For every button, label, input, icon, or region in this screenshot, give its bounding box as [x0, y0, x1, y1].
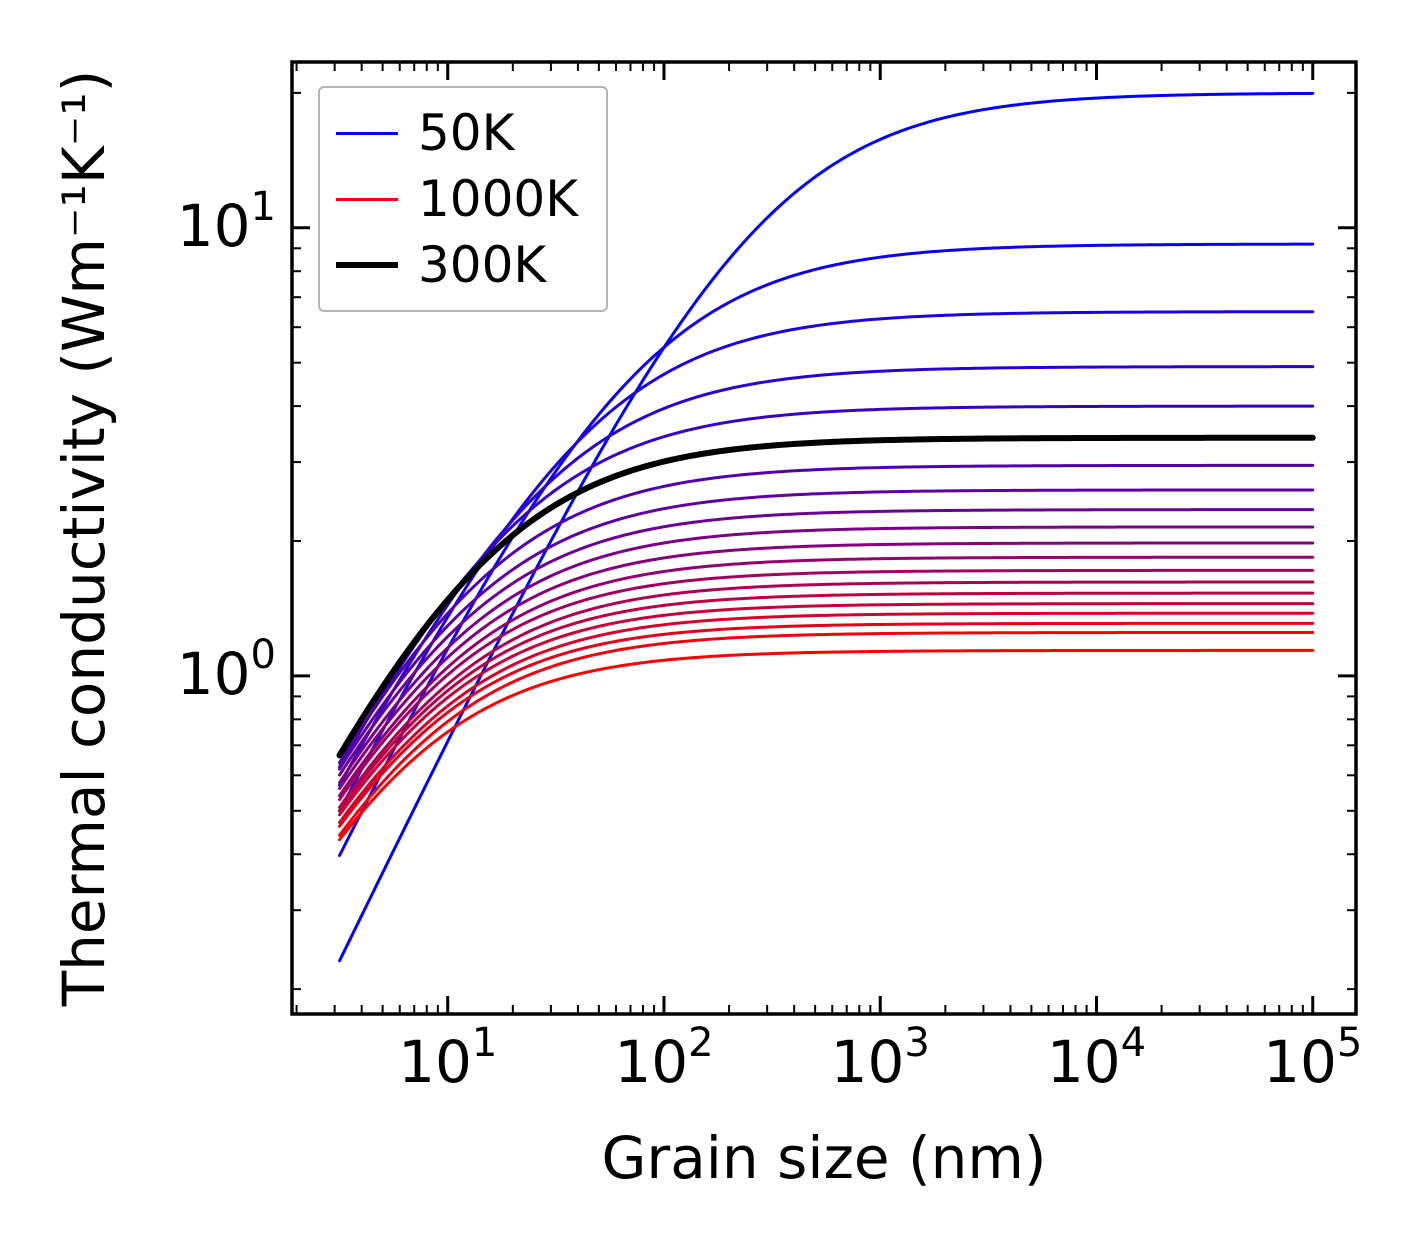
- axes-frame: [290, 60, 1358, 1016]
- x-tick-label-1e2: 102: [614, 1020, 713, 1096]
- y-axis-label: Thermal conductivity (Wm⁻¹K⁻¹): [50, 69, 118, 1007]
- curve-300K: [336, 434, 1316, 759]
- x-tick-label-1e1: 101: [398, 1020, 497, 1096]
- curve-100K: [338, 242, 1315, 858]
- curve-400K: [338, 488, 1315, 771]
- curve-200K: [338, 365, 1315, 787]
- x-tick-label-1e4: 104: [1047, 1020, 1146, 1096]
- tick-labels: 101 102 103 104 105 100 101: [177, 184, 1363, 1096]
- curve-750K: [338, 591, 1315, 813]
- curve-850K: [338, 611, 1315, 824]
- y-tick-label-1e1: 101: [177, 184, 276, 260]
- series-lines: [336, 91, 1316, 963]
- curve-650K: [338, 568, 1315, 802]
- curve-350K: [338, 463, 1315, 765]
- legend-label: 50K: [418, 104, 515, 162]
- legend-label: 1000K: [418, 170, 579, 228]
- curve-600K: [338, 555, 1315, 798]
- legend-entry: 1000K: [336, 166, 578, 232]
- x-tick-label-1e3: 103: [831, 1020, 930, 1096]
- x-tick-label-1e5: 105: [1263, 1020, 1362, 1096]
- curve-1000K: [338, 648, 1315, 842]
- curve-900K: [338, 621, 1315, 828]
- curve-950K: [338, 630, 1315, 837]
- curve-800K: [338, 602, 1315, 817]
- legend-line-1000K-icon: [336, 197, 398, 201]
- legend-entry: 50K: [336, 100, 578, 166]
- legend: 50K 1000K 300K: [318, 86, 609, 312]
- legend-entry: 300K: [336, 232, 578, 298]
- y-tick-label-1e0: 100: [177, 632, 276, 708]
- curve-450K: [338, 508, 1315, 777]
- curve-700K: [338, 580, 1315, 809]
- curve-500K: [338, 525, 1315, 785]
- curve-250K: [338, 404, 1315, 769]
- legend-line-50K-icon: [336, 131, 398, 135]
- x-axis-label: Grain size (nm): [601, 1124, 1047, 1192]
- curve-550K: [338, 541, 1315, 791]
- legend-label: 300K: [418, 236, 547, 294]
- legend-line-300K-icon: [336, 262, 398, 268]
